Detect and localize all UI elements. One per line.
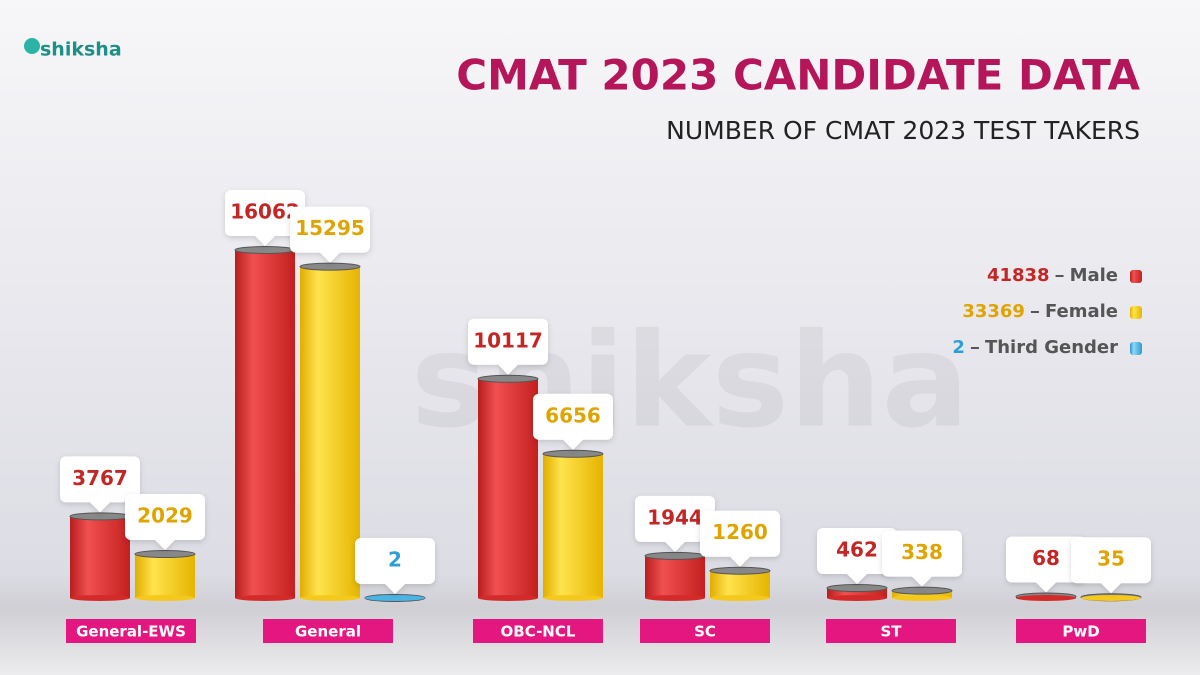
bar <box>710 570 770 598</box>
value-label: 462 <box>836 537 878 561</box>
bar-cap <box>134 550 196 559</box>
legend-swatch <box>1130 306 1142 319</box>
callout <box>700 510 780 567</box>
logo: shiksha <box>40 39 122 61</box>
bar-cap <box>234 246 296 254</box>
bar <box>135 554 195 598</box>
value-label: 338 <box>901 540 943 564</box>
bar-base <box>478 595 538 601</box>
chart-subtitle: NUMBER OF CMAT 2023 TEST TAKERS <box>666 116 1140 145</box>
bar-cap <box>644 551 706 560</box>
bar-base <box>365 595 425 601</box>
bar-base <box>827 595 887 601</box>
bar <box>543 453 603 598</box>
legend-swatch <box>1130 342 1142 355</box>
callout <box>60 456 140 513</box>
legend-total: 33369 <box>962 301 1025 322</box>
bar-cap <box>891 586 953 595</box>
callout <box>225 190 305 246</box>
bar-cap <box>69 512 131 521</box>
value-label: 68 <box>1032 546 1060 570</box>
value-label: 16062 <box>230 200 300 224</box>
bar-cap <box>709 566 771 575</box>
bar <box>827 587 887 598</box>
bar <box>70 516 130 598</box>
x-tick-label: ST <box>880 623 902 641</box>
category-box <box>826 619 956 643</box>
callout <box>125 494 205 551</box>
value-label: 10117 <box>473 328 543 352</box>
value-label: 3767 <box>72 466 128 490</box>
callout <box>882 530 963 587</box>
bar <box>235 250 295 598</box>
callout <box>817 527 897 584</box>
x-tick-label: OBC-NCL <box>501 623 576 641</box>
bar-base <box>1081 595 1141 601</box>
value-label: 2 <box>388 547 402 571</box>
legend-total: 41838 <box>987 265 1050 286</box>
value-label: 1944 <box>647 505 703 529</box>
x-tick-label: General-EWS <box>76 623 186 641</box>
category-box <box>1016 619 1146 643</box>
bar-base <box>543 595 603 601</box>
bar-base <box>300 595 360 601</box>
bar-cap <box>299 262 361 271</box>
bar-base <box>235 595 295 601</box>
bar-base <box>710 595 770 601</box>
category-box <box>640 619 770 643</box>
callout <box>355 537 435 594</box>
bar-base <box>70 595 130 601</box>
value-label: 35 <box>1097 547 1125 571</box>
legend-label: Female <box>1045 301 1118 322</box>
x-tick-label: SC <box>694 623 716 641</box>
chart-title: CMAT 2023 CANDIDATE DATA <box>456 51 1140 100</box>
category-box <box>263 619 393 643</box>
bar <box>645 555 705 598</box>
bar <box>300 266 360 598</box>
bar-base <box>892 595 952 601</box>
value-label: 2029 <box>137 504 193 528</box>
value-label: 1260 <box>712 520 768 544</box>
bar-base <box>645 595 705 601</box>
x-tick-label: PwD <box>1062 623 1099 641</box>
category-box <box>473 619 603 643</box>
legend-total: 2 <box>952 337 965 358</box>
category-box <box>66 619 196 643</box>
bar-cap <box>477 374 539 383</box>
legend-label: Third Gender <box>985 337 1118 358</box>
legend-swatch <box>1130 270 1142 283</box>
bar-base <box>1016 595 1076 601</box>
bar-cap <box>826 583 888 592</box>
bar-base <box>135 595 195 601</box>
x-tick-label: General <box>295 623 361 641</box>
callout <box>468 318 548 375</box>
callout <box>1006 536 1086 593</box>
value-label: 15295 <box>295 216 365 240</box>
bar <box>478 378 538 598</box>
value-label: 6656 <box>545 403 601 427</box>
logo-icon <box>24 38 40 54</box>
bar-cap <box>542 449 604 458</box>
callout <box>290 206 370 263</box>
callout <box>635 495 715 552</box>
legend-label: Male <box>1070 265 1118 286</box>
callout <box>533 393 613 450</box>
callout <box>1071 537 1151 594</box>
